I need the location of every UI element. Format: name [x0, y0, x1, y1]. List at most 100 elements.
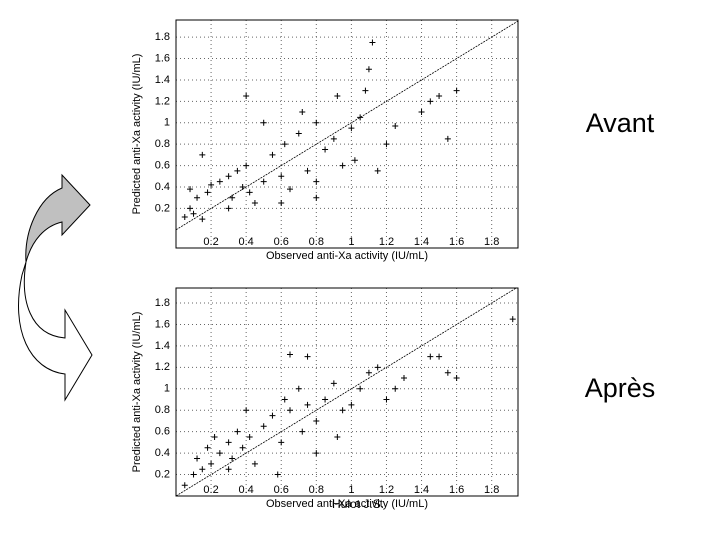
- point: [374, 167, 381, 174]
- point: [313, 194, 320, 201]
- point: [348, 125, 355, 132]
- point: [281, 141, 288, 148]
- point: [234, 428, 241, 435]
- point: [453, 375, 460, 382]
- point: [362, 87, 369, 94]
- x-tick-label: 0.6: [274, 236, 289, 248]
- identity-line: [175, 20, 519, 231]
- point: [194, 455, 201, 462]
- point: [211, 434, 218, 441]
- point: [295, 130, 302, 137]
- point: [313, 119, 320, 126]
- point: [208, 460, 215, 467]
- x-axis-label: Observed anti-Xa activity (IU/mL): [266, 498, 428, 510]
- point: [251, 460, 258, 467]
- point: [181, 482, 188, 489]
- point: [187, 186, 194, 193]
- annotation: Après: [585, 373, 656, 403]
- point: [190, 471, 197, 478]
- x-tick-label: 1.2: [379, 484, 394, 496]
- point: [274, 471, 281, 478]
- point: [392, 122, 399, 129]
- y-tick-label: 0.8: [155, 138, 170, 150]
- plot-frame: [175, 287, 519, 497]
- point: [246, 434, 253, 441]
- point: [304, 353, 311, 360]
- point: [278, 200, 285, 207]
- point: [339, 407, 346, 414]
- point: [436, 93, 443, 99]
- annotation: Avant: [586, 108, 655, 138]
- point: [334, 93, 341, 99]
- point: [278, 173, 285, 180]
- point: [204, 444, 211, 451]
- y-tick-label: 1.4: [155, 74, 170, 86]
- point: [401, 375, 407, 382]
- x-tick-label: 1.4: [414, 484, 429, 496]
- y-tick-label: 1.6: [155, 52, 170, 64]
- point: [383, 141, 390, 148]
- point: [365, 369, 372, 376]
- y-tick-label: 0.6: [155, 159, 170, 171]
- point: [187, 205, 194, 212]
- x-tick-label: 1.2: [379, 236, 394, 248]
- point: [251, 200, 258, 207]
- point: [313, 417, 320, 424]
- point: [330, 380, 337, 387]
- point: [444, 369, 451, 376]
- y-axis-label: Predicted anti-Xa activity (IU/mL): [131, 54, 143, 215]
- point: [436, 353, 443, 360]
- point: [330, 135, 337, 142]
- point: [304, 167, 311, 174]
- x-tick-label: 1.6: [449, 236, 464, 248]
- point: [199, 216, 206, 223]
- x-tick-label: 0.8: [309, 484, 324, 496]
- point: [427, 98, 434, 105]
- y-tick-label: 0.8: [155, 404, 170, 416]
- y-tick-label: 1.6: [155, 318, 170, 330]
- y-tick-label: 1: [164, 383, 170, 395]
- y-tick-label: 0.4: [155, 447, 170, 459]
- point: [304, 401, 311, 408]
- point: [199, 466, 206, 473]
- x-tick-label: 0.4: [239, 484, 254, 496]
- point: [392, 385, 399, 392]
- point: [278, 439, 285, 446]
- y-tick-label: 1.8: [155, 31, 170, 43]
- x-tick-label: 1.4: [414, 236, 429, 248]
- point: [225, 173, 232, 180]
- point: [357, 385, 364, 392]
- point: [351, 157, 358, 164]
- x-tick-label: 1: [348, 484, 354, 496]
- point: [339, 162, 346, 169]
- point: [234, 167, 241, 174]
- point: [287, 351, 293, 358]
- point: [225, 466, 232, 473]
- point: [181, 213, 188, 220]
- point: [295, 385, 302, 392]
- point: [281, 396, 288, 403]
- point: [313, 450, 320, 457]
- arrow-body: [18, 261, 93, 402]
- x-tick-label: 0.8: [309, 236, 324, 248]
- point: [383, 396, 390, 403]
- point: [365, 66, 372, 73]
- x-axis-label: Observed anti-Xa activity (IU/mL): [266, 250, 428, 262]
- plot-frame: [175, 19, 519, 249]
- x-tick-label: 1.6: [449, 484, 464, 496]
- x-tick-label: 0.2: [203, 236, 218, 248]
- point: [199, 151, 206, 158]
- point: [269, 151, 276, 158]
- point: [322, 396, 329, 403]
- point: [194, 194, 201, 201]
- point: [287, 186, 293, 193]
- credit: Hulot J.S.: [332, 497, 384, 511]
- point: [190, 210, 197, 217]
- point: [216, 178, 223, 185]
- y-tick-label: 1.8: [155, 297, 170, 309]
- point: [444, 135, 451, 142]
- y-tick-label: 0.4: [155, 181, 170, 193]
- point: [216, 450, 223, 457]
- point: [269, 412, 276, 419]
